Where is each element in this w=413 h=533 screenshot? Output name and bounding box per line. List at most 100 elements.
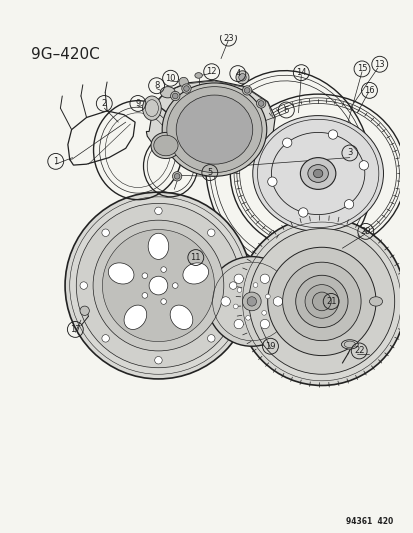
- Text: 15: 15: [356, 64, 366, 74]
- Circle shape: [312, 292, 330, 311]
- Circle shape: [282, 262, 360, 341]
- Ellipse shape: [108, 263, 134, 284]
- Circle shape: [183, 86, 189, 91]
- Circle shape: [80, 282, 87, 289]
- Text: 13: 13: [373, 60, 384, 69]
- Ellipse shape: [153, 135, 178, 156]
- Circle shape: [160, 298, 166, 304]
- Circle shape: [248, 229, 394, 374]
- Text: 14: 14: [295, 68, 306, 77]
- Circle shape: [328, 130, 337, 139]
- Ellipse shape: [148, 233, 169, 260]
- Circle shape: [93, 220, 223, 351]
- Text: 6: 6: [283, 106, 288, 115]
- Text: 23: 23: [223, 34, 233, 43]
- Circle shape: [102, 229, 109, 237]
- Circle shape: [237, 288, 241, 292]
- Text: 5: 5: [206, 168, 212, 177]
- Circle shape: [102, 230, 214, 342]
- Text: 10: 10: [165, 74, 176, 83]
- Circle shape: [273, 297, 282, 306]
- Circle shape: [207, 229, 214, 237]
- Ellipse shape: [307, 165, 328, 182]
- Circle shape: [267, 247, 375, 356]
- Circle shape: [170, 91, 180, 101]
- Text: 12: 12: [206, 67, 216, 76]
- Circle shape: [233, 304, 237, 309]
- Circle shape: [80, 306, 89, 316]
- Circle shape: [260, 319, 269, 329]
- Circle shape: [233, 319, 243, 329]
- Text: 20: 20: [360, 227, 370, 236]
- Circle shape: [233, 274, 243, 284]
- Circle shape: [172, 282, 178, 288]
- Circle shape: [181, 84, 191, 93]
- Circle shape: [256, 99, 265, 108]
- Ellipse shape: [195, 72, 202, 78]
- Circle shape: [235, 71, 248, 84]
- Ellipse shape: [300, 158, 335, 189]
- Circle shape: [295, 275, 347, 328]
- Circle shape: [154, 357, 162, 364]
- Ellipse shape: [124, 305, 146, 329]
- Circle shape: [229, 282, 236, 289]
- Circle shape: [242, 86, 251, 95]
- Ellipse shape: [160, 87, 175, 98]
- Circle shape: [172, 172, 181, 181]
- Circle shape: [242, 292, 261, 311]
- Circle shape: [206, 256, 296, 346]
- Circle shape: [258, 101, 263, 106]
- Text: 7: 7: [328, 0, 333, 3]
- Circle shape: [65, 192, 251, 379]
- Ellipse shape: [166, 87, 261, 173]
- Ellipse shape: [313, 169, 322, 177]
- Text: 19: 19: [265, 342, 275, 351]
- Text: 9: 9: [135, 99, 140, 108]
- Circle shape: [344, 200, 353, 209]
- Text: 11: 11: [190, 253, 201, 262]
- Circle shape: [282, 138, 291, 148]
- Ellipse shape: [196, 147, 222, 169]
- Ellipse shape: [170, 305, 192, 329]
- Circle shape: [142, 273, 147, 278]
- Circle shape: [237, 217, 405, 385]
- Ellipse shape: [176, 95, 252, 164]
- Circle shape: [247, 297, 256, 306]
- Circle shape: [154, 207, 162, 215]
- Ellipse shape: [368, 297, 382, 306]
- Text: 16: 16: [363, 86, 374, 95]
- Circle shape: [160, 266, 166, 272]
- Circle shape: [244, 87, 249, 93]
- Circle shape: [245, 316, 250, 320]
- Text: 3: 3: [347, 149, 352, 157]
- Circle shape: [238, 74, 246, 81]
- Circle shape: [149, 276, 167, 295]
- Text: 4: 4: [235, 69, 240, 78]
- Circle shape: [207, 335, 214, 342]
- Circle shape: [174, 174, 180, 179]
- Ellipse shape: [162, 83, 266, 176]
- Circle shape: [102, 335, 109, 342]
- Circle shape: [265, 294, 270, 299]
- Text: 17: 17: [70, 325, 81, 334]
- Text: 2: 2: [102, 99, 107, 108]
- Circle shape: [142, 293, 147, 298]
- Circle shape: [76, 204, 240, 368]
- Text: 8: 8: [154, 81, 159, 90]
- Text: 22: 22: [353, 346, 363, 356]
- Ellipse shape: [341, 340, 357, 349]
- Circle shape: [178, 77, 188, 87]
- Text: 1: 1: [53, 157, 58, 166]
- Circle shape: [358, 160, 368, 170]
- Text: 9G–420C: 9G–420C: [31, 46, 99, 61]
- Circle shape: [172, 93, 178, 99]
- Ellipse shape: [252, 116, 382, 231]
- Circle shape: [253, 282, 257, 287]
- Circle shape: [298, 208, 307, 217]
- Circle shape: [304, 285, 338, 318]
- Circle shape: [221, 297, 230, 306]
- Circle shape: [261, 311, 266, 315]
- Polygon shape: [146, 80, 275, 159]
- Circle shape: [260, 274, 269, 284]
- Text: 21: 21: [325, 297, 336, 306]
